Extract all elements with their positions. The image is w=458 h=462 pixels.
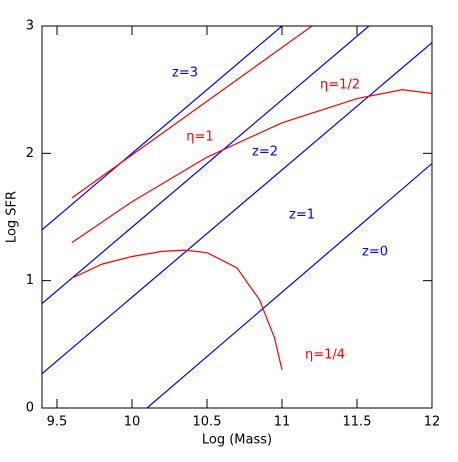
y-tick-label: 2: [26, 146, 34, 161]
y-tick-label: 1: [26, 273, 34, 288]
x-tick-label: 11.5: [343, 415, 372, 430]
plot-frame: [41, 25, 433, 409]
series-line: [42, 26, 370, 305]
y-tick-label: 3: [26, 19, 34, 34]
series-line: [146, 163, 432, 408]
series-line: [71, 89, 432, 243]
series-label: η=1/4: [305, 348, 345, 363]
series-line: [42, 42, 432, 375]
plot-lines: [42, 26, 432, 408]
x-tick-label: 9.5: [47, 415, 68, 430]
y-axis-label: Log SFR: [5, 191, 20, 243]
x-axis-label: Log (Mass): [202, 433, 272, 448]
series-line: [71, 26, 313, 199]
y-tick-label: 0: [26, 401, 34, 416]
x-tick-label: 12: [424, 415, 441, 430]
series-label: z=3: [172, 66, 198, 81]
x-tick-label: 10: [124, 415, 141, 430]
series-line: [71, 249, 283, 370]
x-tick-label: 11: [274, 415, 291, 430]
series-label: z=1: [289, 208, 315, 223]
series-line: [42, 26, 283, 231]
x-tick-label: 10.5: [193, 415, 222, 430]
series-label: η=1: [186, 130, 213, 145]
series-label: η=1/2: [320, 78, 360, 93]
series-label: z=2: [252, 145, 278, 160]
series-label: z=0: [362, 245, 388, 260]
